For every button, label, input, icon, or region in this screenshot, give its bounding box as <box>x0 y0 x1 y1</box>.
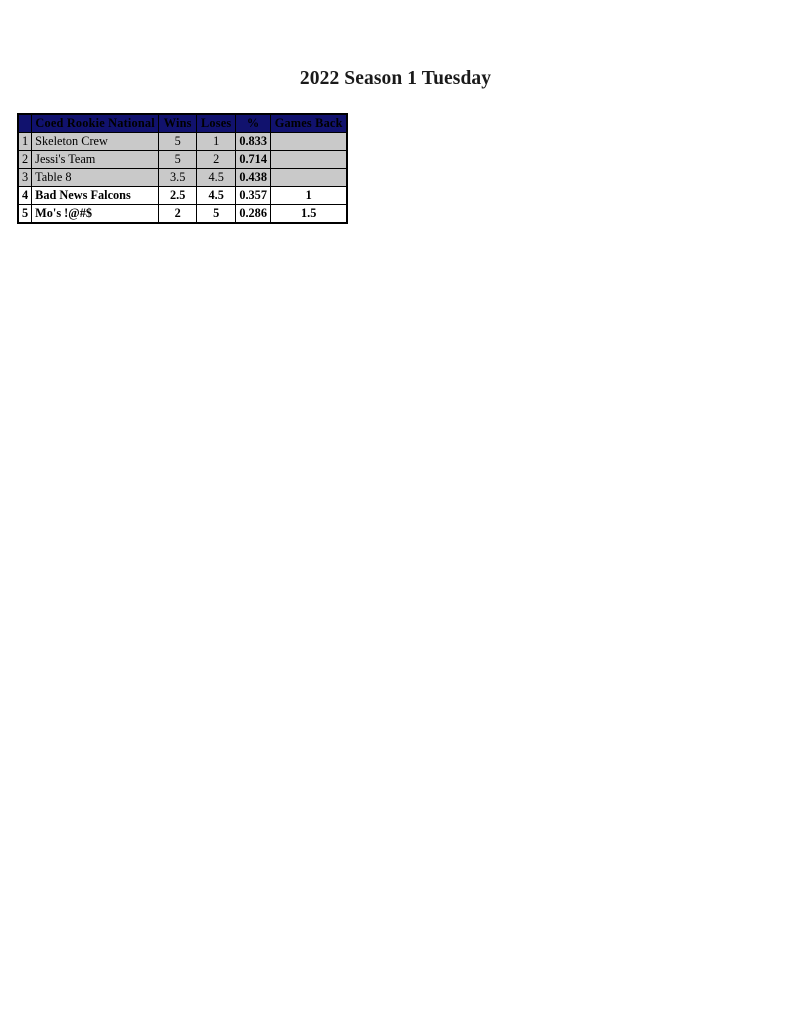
cell-loses: 4.5 <box>196 168 237 187</box>
table-header: Coed Rookie National Wins Loses % Games … <box>17 114 348 133</box>
cell-games-back <box>270 132 348 151</box>
cell-loses: 1 <box>196 132 237 151</box>
table-row: 4 Bad News Falcons 2.5 4.5 0.357 1 <box>17 186 348 205</box>
cell-loses: 5 <box>196 204 237 223</box>
table-row: 1 Skeleton Crew 5 1 0.833 <box>17 132 348 151</box>
column-header-team: Coed Rookie National <box>31 114 160 133</box>
cell-team: Table 8 <box>31 168 160 187</box>
cell-games-back: 1.5 <box>270 204 348 223</box>
cell-rank: 1 <box>17 132 33 151</box>
table-row: 5 Mo's !@#$ 2 5 0.286 1.5 <box>17 204 348 223</box>
cell-team: Mo's !@#$ <box>31 204 160 223</box>
cell-team: Jessi's Team <box>31 150 160 169</box>
cell-percentage: 0.357 <box>235 186 272 205</box>
cell-wins: 2 <box>158 204 198 223</box>
cell-rank: 4 <box>17 186 33 205</box>
column-header-rank <box>17 114 33 133</box>
table-header-row: Coed Rookie National Wins Loses % Games … <box>17 114 348 133</box>
cell-team: Bad News Falcons <box>31 186 160 205</box>
cell-team: Skeleton Crew <box>31 132 160 151</box>
cell-rank: 3 <box>17 168 33 187</box>
table-row: 2 Jessi's Team 5 2 0.714 <box>17 150 348 169</box>
cell-wins: 5 <box>158 132 198 151</box>
page-title: 2022 Season 1 Tuesday <box>299 68 492 89</box>
column-header-loses: Loses <box>196 114 237 133</box>
cell-wins: 2.5 <box>158 186 198 205</box>
column-header-games-back: Games Back <box>270 114 348 133</box>
column-header-percentage: % <box>235 114 272 133</box>
table-row: 3 Table 8 3.5 4.5 0.438 <box>17 168 348 187</box>
standings-table-container: Coed Rookie National Wins Loses % Games … <box>16 113 349 224</box>
cell-loses: 2 <box>196 150 237 169</box>
cell-games-back <box>270 150 348 169</box>
table-body: 1 Skeleton Crew 5 1 0.833 2 Jessi's Team 5 2 0.71… <box>17 132 348 223</box>
cell-rank: 2 <box>17 150 33 169</box>
cell-percentage: 0.286 <box>235 204 272 223</box>
column-header-wins: Wins <box>158 114 198 133</box>
standings-table: Coed Rookie National Wins Loses % Games … <box>16 113 349 224</box>
cell-wins: 3.5 <box>158 168 198 187</box>
cell-wins: 5 <box>158 150 198 169</box>
cell-percentage: 0.833 <box>235 132 272 151</box>
cell-games-back: 1 <box>270 186 348 205</box>
cell-loses: 4.5 <box>196 186 237 205</box>
cell-percentage: 0.438 <box>235 168 272 187</box>
cell-games-back <box>270 168 348 187</box>
cell-percentage: 0.714 <box>235 150 272 169</box>
cell-rank: 5 <box>17 204 33 223</box>
